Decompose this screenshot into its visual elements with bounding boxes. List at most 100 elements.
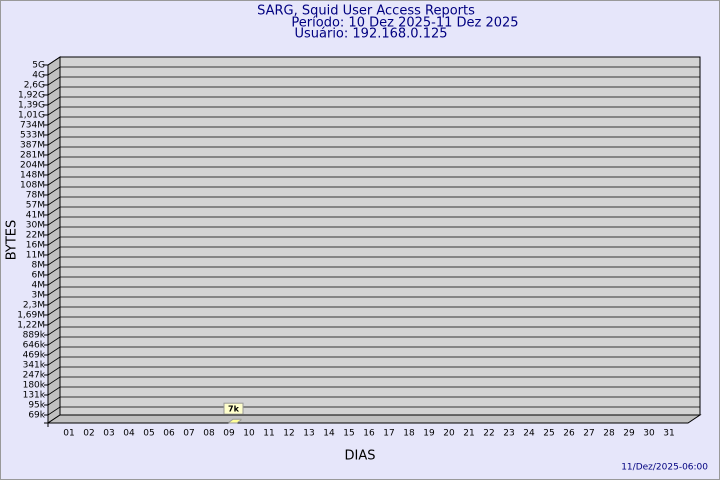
grid-line xyxy=(47,386,700,396)
x-tick-label: 30 xyxy=(643,429,655,439)
grid-line xyxy=(47,126,700,136)
grid-line xyxy=(47,366,700,376)
y-tick-label: 1,39G xyxy=(18,101,45,111)
grid-line xyxy=(47,266,700,276)
grid-line xyxy=(47,336,700,346)
value-label: 7k xyxy=(228,405,240,414)
y-tick-label: 387M xyxy=(20,141,45,151)
grid-line xyxy=(47,66,700,76)
x-tick-label: 06 xyxy=(163,429,175,439)
x-tick-label: 03 xyxy=(103,429,114,439)
x-tick-label: 05 xyxy=(143,429,154,439)
y-tick-label: 2,3M xyxy=(23,301,45,311)
chart-subtitle: Usuário: 192.168.0.125 xyxy=(294,27,447,42)
x-tick-label: 22 xyxy=(483,429,494,439)
grid-line xyxy=(47,156,700,166)
grid-line xyxy=(47,166,700,176)
grid-line xyxy=(47,106,700,116)
y-tick-label: 889k xyxy=(23,331,46,341)
y-tick-label: 6M xyxy=(32,271,46,281)
grid-line xyxy=(47,226,700,236)
grid-line xyxy=(47,76,700,86)
y-tick-label: 16M xyxy=(26,241,45,251)
x-tick-label: 17 xyxy=(383,429,394,439)
y-tick-label: 108M xyxy=(20,181,45,191)
grid-line xyxy=(47,276,700,286)
grid-line xyxy=(47,406,700,416)
y-tick-label: 5G xyxy=(32,61,45,71)
y-tick-label: 469k xyxy=(23,351,46,361)
back-wall xyxy=(59,56,701,416)
y-tick-label: 341k xyxy=(23,361,46,371)
grid-line xyxy=(47,136,700,146)
y-tick-label: 2,6G xyxy=(24,81,45,91)
x-tick-label: 19 xyxy=(423,429,435,439)
y-tick-label: 1,22M xyxy=(17,321,45,331)
x-tick-label: 14 xyxy=(323,429,335,439)
x-tick-label: 02 xyxy=(83,429,94,439)
x-tick-label: 15 xyxy=(343,429,354,439)
x-tick-label: 24 xyxy=(523,429,535,439)
x-tick-label: 23 xyxy=(503,429,514,439)
grid-line xyxy=(47,96,700,106)
x-tick-label: 04 xyxy=(123,429,135,439)
x-tick-label: 10 xyxy=(243,429,255,439)
y-tick-label: 180k xyxy=(23,381,46,391)
y-axis-label: BYTES xyxy=(5,220,20,261)
grid-line xyxy=(47,146,700,156)
grid-line xyxy=(47,86,700,96)
grid-line xyxy=(47,196,700,206)
y-tick-label: 41M xyxy=(26,211,45,221)
grid-line xyxy=(47,186,700,196)
y-tick-label: 69k xyxy=(28,411,45,421)
y-tick-label: 3M xyxy=(32,291,46,301)
y-tick-label: 11M xyxy=(26,251,45,261)
y-tick-label: 734M xyxy=(20,121,45,131)
grid-line xyxy=(47,256,700,266)
y-tick-label: 95k xyxy=(28,401,45,411)
grid-line xyxy=(47,216,700,226)
grid-line xyxy=(47,316,700,326)
grid-line xyxy=(47,176,700,186)
grid-line xyxy=(47,306,700,316)
x-tick-label: 08 xyxy=(203,429,215,439)
y-tick-label: 1,92G xyxy=(18,91,45,101)
y-tick-label: 281M xyxy=(20,151,45,161)
y-tick-label: 78M xyxy=(26,191,45,201)
value-label-box xyxy=(223,402,244,415)
y-tick-label: 30M xyxy=(26,221,45,231)
y-tick-label: 247k xyxy=(23,371,46,381)
y-tick-label: 131k xyxy=(23,391,46,401)
x-tick-label: 07 xyxy=(183,429,194,439)
y-tick-label: 204M xyxy=(20,161,45,171)
grid-line xyxy=(47,396,700,406)
y-tick-label: 22M xyxy=(26,231,45,241)
grid-line xyxy=(47,206,700,216)
grid-line xyxy=(47,56,700,66)
x-tick-label: 11 xyxy=(263,429,274,439)
x-tick-label: 31 xyxy=(663,429,674,439)
x-tick-label: 13 xyxy=(303,429,314,439)
bar xyxy=(228,418,242,424)
x-tick-label: 01 xyxy=(63,429,74,439)
y-tick-label: 646k xyxy=(23,341,46,351)
x-tick-label: 21 xyxy=(463,429,474,439)
y-tick-label: 8M xyxy=(32,261,46,271)
x-tick-label: 16 xyxy=(363,429,375,439)
grid-line xyxy=(47,116,700,126)
x-tick-label: 25 xyxy=(543,429,554,439)
chart-title: SARG, Squid User Access Reports xyxy=(257,4,475,19)
grid-line xyxy=(47,246,700,256)
x-tick-label: 29 xyxy=(623,429,635,439)
grid-line xyxy=(47,236,700,246)
y-tick-label: 148M xyxy=(20,171,45,181)
y-tick-label: 57M xyxy=(26,201,45,211)
footer: 11/Dez/2025-06:00 xyxy=(621,463,708,473)
y-tick-label: 1,01G xyxy=(18,111,45,121)
y-tick-label: 4G xyxy=(32,71,45,81)
grid-line xyxy=(47,346,700,356)
grid-line xyxy=(47,376,700,386)
x-tick-label: 26 xyxy=(563,429,575,439)
x-tick-label: 20 xyxy=(443,429,455,439)
